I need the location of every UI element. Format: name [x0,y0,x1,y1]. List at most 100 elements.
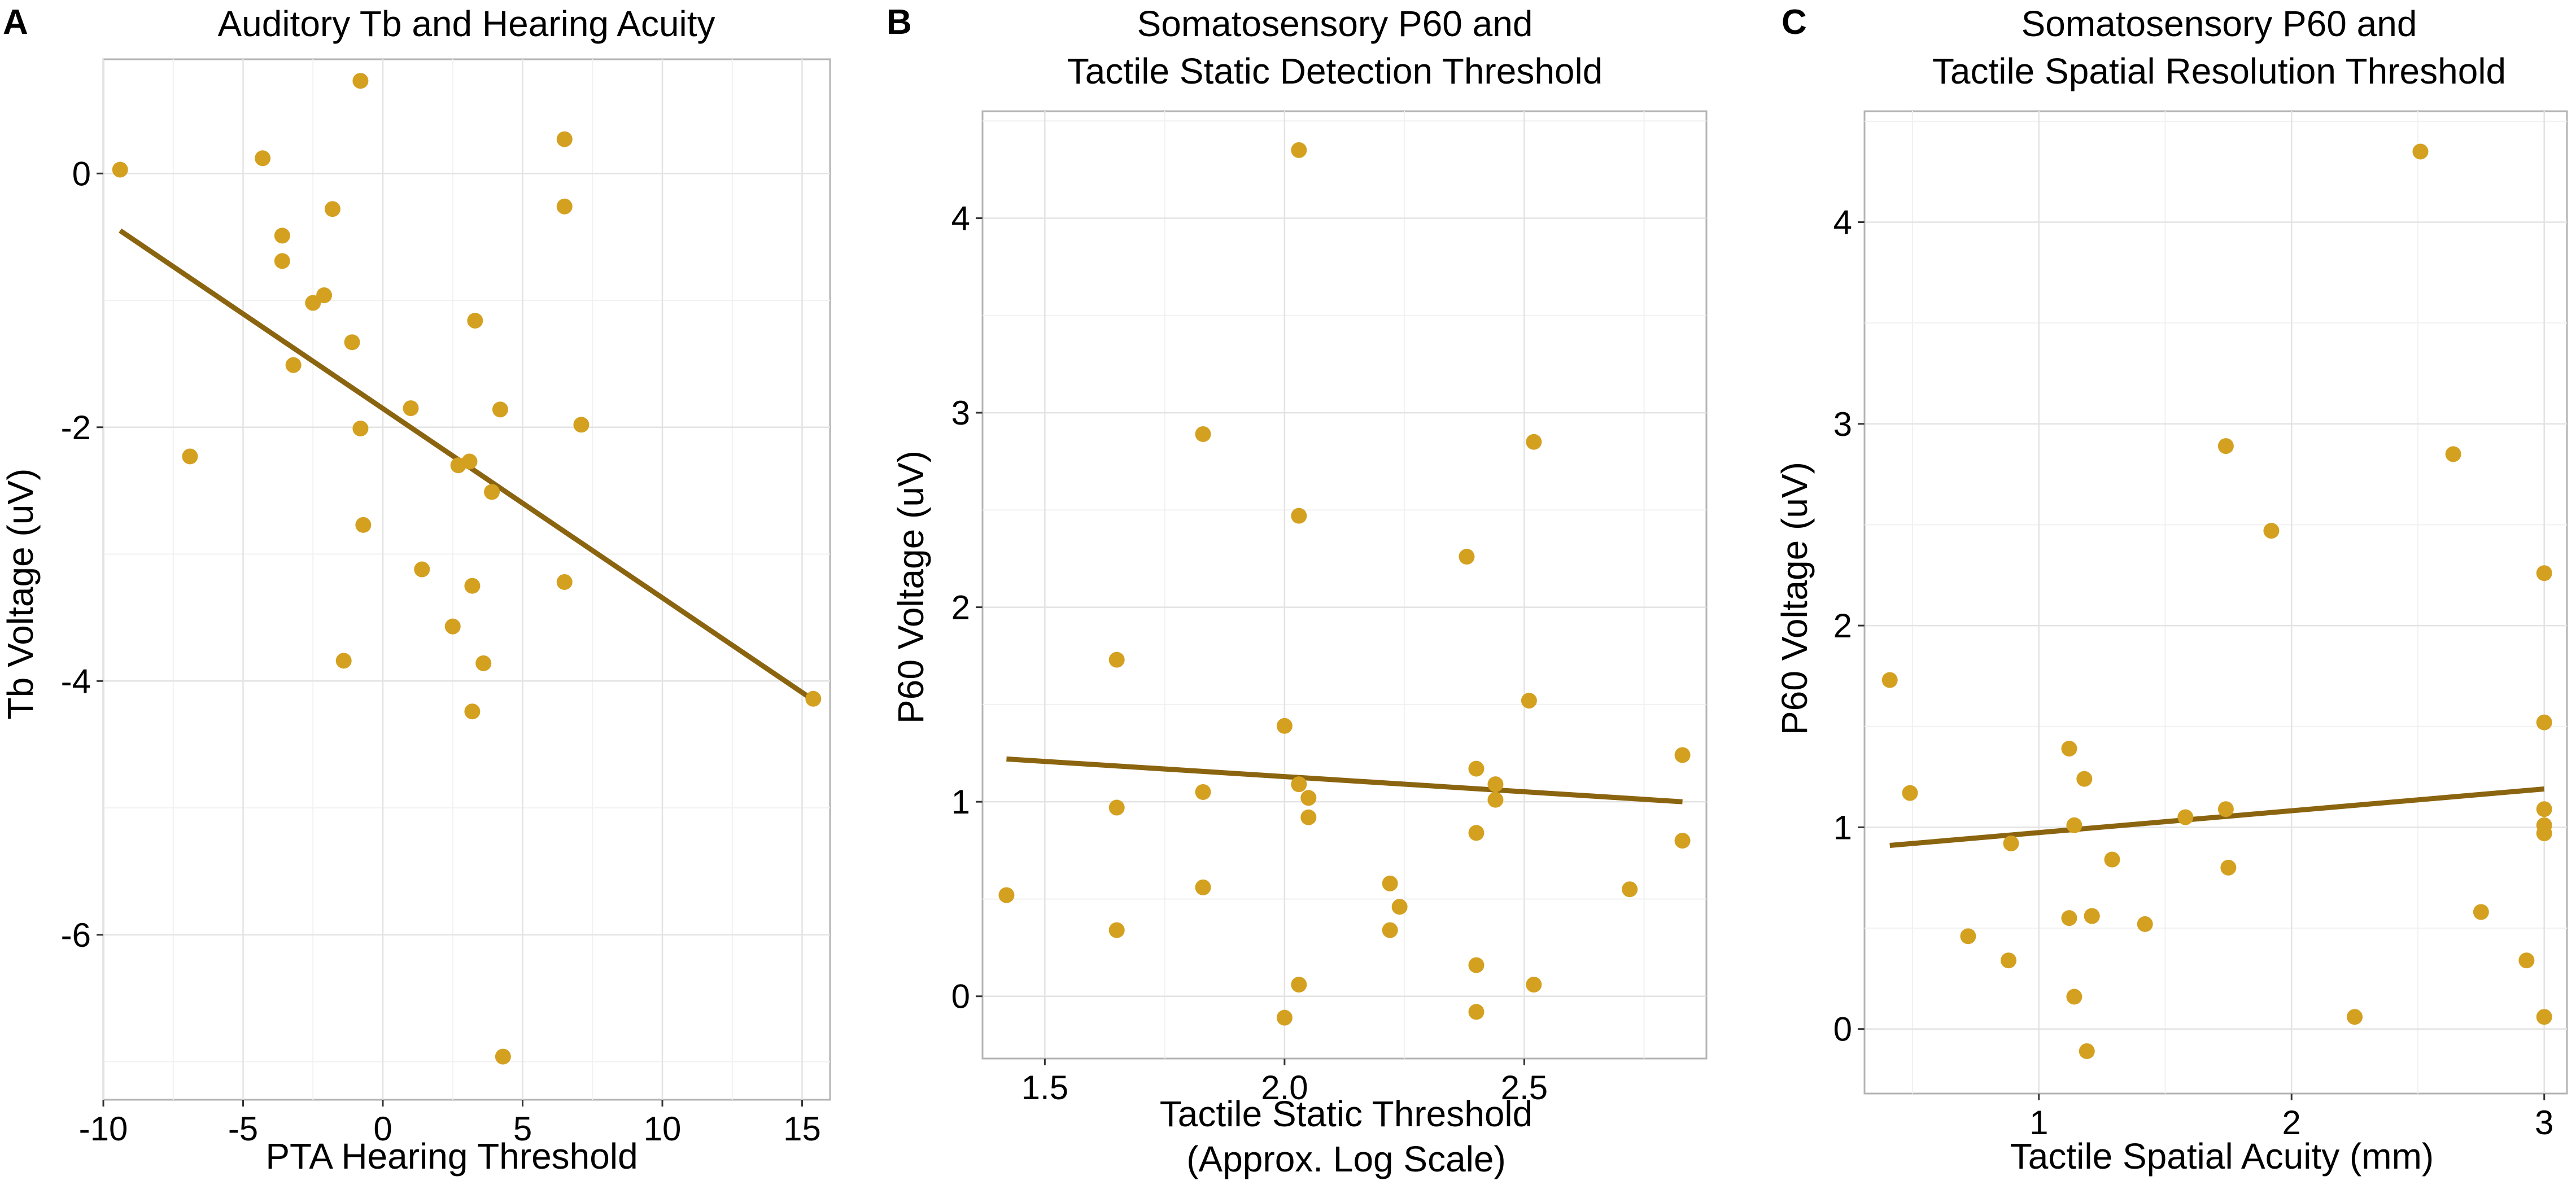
x-tick-label: 0 [373,1110,392,1148]
data-point [182,448,198,465]
y-tick-label: 1 [951,783,970,821]
y-tick-label: -2 [61,409,91,447]
y-tick-labels: 0 1 2 3 4 [951,200,983,1016]
data-point [2536,1009,2552,1025]
plot-area [981,110,1708,1060]
y-tick-label: 0 [72,155,91,193]
data-point [2445,446,2461,462]
data-point [495,1048,511,1065]
y-tick-label: -4 [61,662,91,700]
data-point [2137,916,2153,932]
x-tick-label: -5 [228,1110,258,1148]
data-point [2066,817,2082,833]
data-points [998,142,1691,1026]
data-point [344,334,360,351]
data-point [1300,809,1317,825]
data-point [2347,1009,2363,1025]
data-point [2217,438,2234,454]
data-point [998,887,1015,903]
data-point [2473,904,2489,920]
data-point [1960,928,1976,944]
data-point [403,400,419,417]
x-axis-label-line-1: Tactile Spatial Acuity (mm) [2010,1136,2434,1177]
data-point [2217,801,2234,817]
data-point [2518,952,2535,969]
data-point [335,653,352,669]
data-point [1459,549,1475,565]
y-tick-label: 4 [951,200,970,238]
plot-area [1863,110,2568,1095]
panel-a: A Auditory Tb and Hearing Acuity -10 -5 0 5… [0,3,831,1177]
x-tick-label: 1.5 [1021,1069,1068,1107]
x-tick-labels: 1.5 2.0 2.5 [1021,1059,1548,1107]
x-tick-label: 2 [2282,1104,2301,1142]
data-point [2003,835,2019,851]
data-point [352,421,369,437]
data-point [2177,809,2194,825]
data-point [1521,693,1537,709]
y-tick-label: 1 [1833,808,1852,846]
data-point [2076,771,2093,787]
y-axis-label: Tb Voltage (uV) [0,469,41,720]
data-point [2104,851,2120,868]
data-point [2061,741,2077,757]
data-point [2263,523,2280,539]
data-point [255,150,271,167]
data-point [484,484,500,500]
data-point [2536,825,2552,842]
panel-letter: C [1782,3,1807,42]
x-tick-labels: 1 2 3 [2029,1094,2553,1142]
data-point [805,690,822,707]
data-point [1276,718,1293,734]
y-tick-label: 3 [1833,405,1852,443]
panel-c: C Somatosensory P60 and Tactile Spatial … [1774,3,2568,1177]
chart-title-line-1: Somatosensory P60 and [1137,3,1533,44]
data-point [2001,952,2017,969]
x-tick-labels: -10 -5 0 5 10 15 [79,1100,821,1148]
data-point [2412,143,2429,160]
data-point [573,417,590,433]
data-point [1526,977,1542,993]
data-point [1291,776,1307,793]
data-point [1487,792,1504,808]
data-point [444,618,461,635]
x-axis-label-line-2: (Approx. Log Scale) [1186,1139,1506,1179]
data-point [305,295,321,311]
data-point [414,561,430,578]
y-tick-label: 3 [951,394,970,432]
x-tick-label: 1 [2029,1104,2048,1142]
data-point [2220,859,2237,876]
data-point [1108,799,1125,816]
gridlines [102,59,830,1100]
y-tick-label: 2 [951,589,970,627]
y-tick-label: 2 [1833,607,1852,645]
data-point [355,517,372,533]
data-point [556,131,573,147]
plot-area [102,58,831,1101]
data-point [461,453,478,470]
data-point [492,401,508,418]
gridlines [983,111,1706,1059]
panel-b: B Somatosensory P60 and Tactile Static D… [887,3,1708,1179]
y-axis-label: P60 Voltage (uV) [1774,462,1815,735]
data-point [1468,1004,1485,1020]
x-tick-label: 2.5 [1501,1069,1548,1107]
data-points [1881,143,2552,1059]
data-point [316,287,333,304]
y-tick-label: 0 [1833,1011,1852,1048]
panel-letter: A [3,3,28,42]
y-tick-label: 0 [951,978,970,1016]
data-point [1622,881,1638,898]
x-tick-label: 5 [513,1110,532,1148]
data-point [2079,1043,2095,1059]
data-point [1195,426,1211,442]
data-point [1674,747,1691,763]
data-point [2084,908,2100,924]
data-point [2536,565,2552,581]
data-point [1468,957,1485,973]
data-point [1468,825,1485,841]
chart-title-line-2: Tactile Static Detection Threshold [1067,51,1603,91]
data-point [1276,1009,1293,1026]
x-axis-label-line-1: PTA Hearing Threshold [265,1136,638,1177]
